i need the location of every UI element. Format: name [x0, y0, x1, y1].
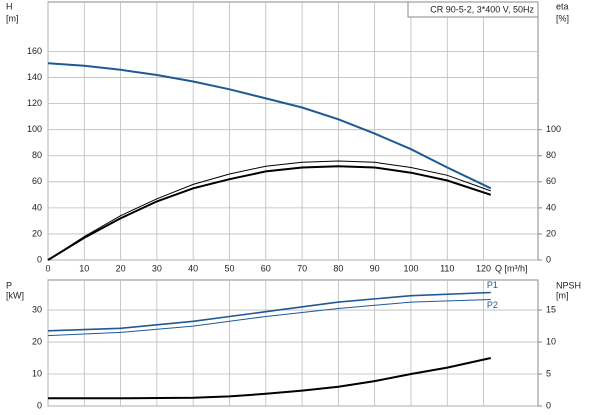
y-tick-label: 60 [32, 176, 42, 186]
y-axis-label: H [6, 1, 13, 11]
y-axis-unit: [kW] [6, 290, 24, 300]
y-tick-label: 0 [37, 400, 42, 410]
y-tick-label: 0 [37, 254, 42, 264]
y-tick-label: 160 [27, 46, 42, 56]
y2-tick-label: 80 [546, 150, 556, 160]
y-tick-label: 10 [32, 368, 42, 378]
x-tick-label: 100 [403, 263, 418, 273]
y2-tick-label: 5 [546, 368, 551, 378]
series-line [47, 165, 492, 261]
x-tick-label: 10 [79, 263, 89, 273]
plot-area [47, 279, 539, 407]
y-tick-label: 20 [32, 228, 42, 238]
y2-axis-unit: [m] [556, 290, 569, 300]
y-tick-label: 120 [27, 98, 42, 108]
y-tick-label: 140 [27, 72, 42, 82]
x-tick-label: 110 [440, 263, 454, 273]
x-tick-label: 0 [45, 263, 50, 273]
y2-tick-label: 20 [546, 228, 556, 238]
y2-tick-label: 100 [546, 124, 561, 134]
y2-tick-label: 40 [546, 202, 556, 212]
y-tick-label: 40 [32, 202, 42, 212]
y2-tick-label: 60 [546, 176, 556, 186]
info-text: CR 90-5-2, 3*400 V, 50Hz [430, 4, 534, 14]
x-tick-label: 70 [297, 263, 307, 273]
y-tick-label: 20 [32, 336, 42, 346]
y2-axis-unit: [%] [556, 13, 569, 23]
y2-tick-label: 0 [546, 400, 551, 410]
series-line [47, 62, 492, 190]
x-tick-label: 90 [370, 263, 380, 273]
x-tick-label: 120 [476, 263, 491, 273]
series-line [48, 357, 492, 400]
x-tick-label: 20 [116, 263, 126, 273]
y2-tick-label: 10 [546, 336, 556, 346]
y-axis-label: P [6, 280, 12, 290]
series-label: P2 [487, 300, 498, 310]
y-axis-unit: [m] [6, 13, 19, 23]
x-tick-label: 30 [152, 263, 162, 273]
plot-area [47, 1, 539, 261]
series-line [47, 299, 491, 337]
x-tick-label: 60 [261, 263, 271, 273]
y2-tick-label: 15 [546, 304, 556, 314]
series-line [47, 291, 491, 332]
series-label: P1 [487, 280, 498, 290]
y-tick-label: 30 [32, 304, 42, 314]
info-box [407, 1, 539, 18]
x-tick-label: 50 [224, 263, 234, 273]
y2-axis-label: eta [556, 1, 569, 11]
x-axis-label: Q [m³/h] [495, 263, 528, 273]
x-tick-label: 80 [333, 263, 343, 273]
series-line [47, 160, 491, 261]
y-tick-label: 80 [32, 150, 42, 160]
y2-axis-label: NPSH [556, 280, 581, 290]
y2-tick-label: 0 [546, 254, 551, 264]
x-tick-label: 40 [188, 263, 198, 273]
y-tick-label: 100 [27, 124, 42, 134]
